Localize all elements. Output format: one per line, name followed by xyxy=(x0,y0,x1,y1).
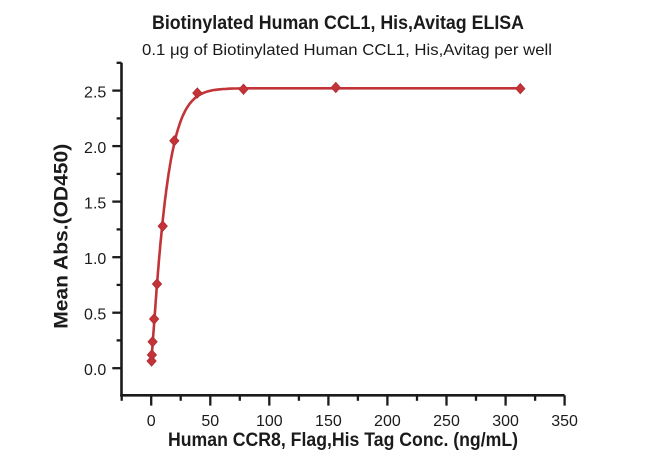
svg-text:150: 150 xyxy=(315,413,342,430)
svg-text:0: 0 xyxy=(147,413,156,430)
svg-text:350: 350 xyxy=(551,413,578,430)
svg-text:Mean Abs.(OD450): Mean Abs.(OD450) xyxy=(51,144,73,329)
svg-text:1.0: 1.0 xyxy=(84,251,106,268)
svg-text:100: 100 xyxy=(256,413,283,430)
svg-text:250: 250 xyxy=(433,413,460,430)
svg-text:200: 200 xyxy=(374,413,401,430)
svg-text:300: 300 xyxy=(492,413,519,430)
svg-text:Human CCR8, Flag,His Tag Conc.: Human CCR8, Flag,His Tag Conc. (ng/mL) xyxy=(168,429,518,451)
svg-text:50: 50 xyxy=(201,413,219,430)
svg-text:2.0: 2.0 xyxy=(84,140,106,157)
svg-text:0.5: 0.5 xyxy=(84,307,106,324)
svg-text:0.1 μg of Biotinylated Human C: 0.1 μg of Biotinylated Human CCL1, His,A… xyxy=(142,42,552,59)
svg-text:Biotinylated Human CCL1, His,A: Biotinylated Human CCL1, His,Avitag ELIS… xyxy=(152,12,524,34)
svg-text:1.5: 1.5 xyxy=(84,195,106,212)
svg-text:2.5: 2.5 xyxy=(84,84,106,101)
svg-text:0.0: 0.0 xyxy=(84,362,106,379)
